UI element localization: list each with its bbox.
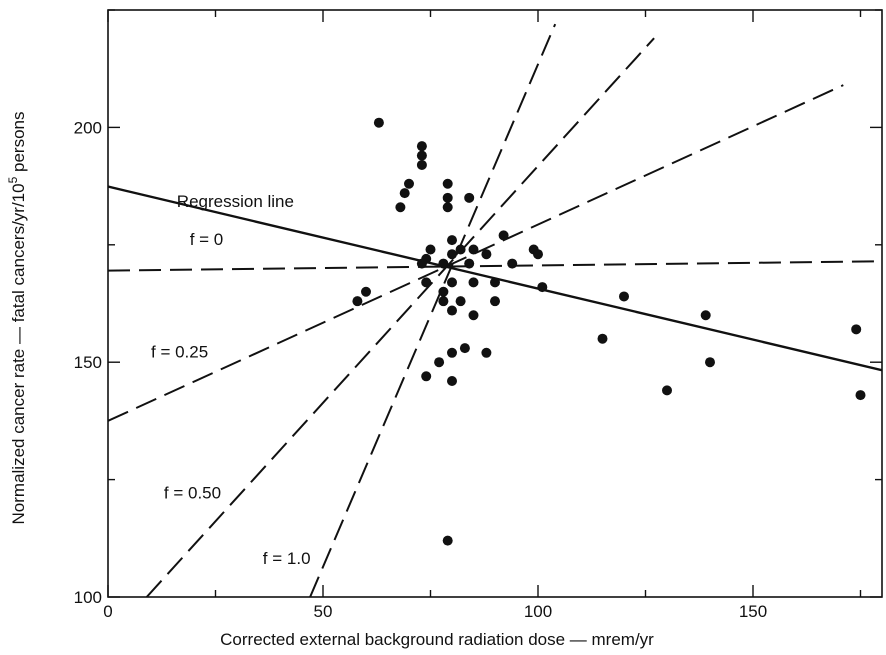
data-point	[442, 192, 453, 203]
data-point	[425, 244, 436, 255]
data-point	[438, 258, 449, 269]
x-tick-label: 100	[524, 602, 552, 621]
line-label: Regression line	[177, 192, 294, 211]
data-point	[464, 192, 475, 203]
line-annotations: Regression line f = 0 f = 0.25 f = 0.50 f = …	[151, 192, 311, 568]
x-axis-title: Corrected external background radiation …	[220, 630, 654, 649]
data-point	[421, 277, 432, 288]
y-axis-title-main: Normalized cancer rate — fatal cancers/y…	[9, 183, 28, 524]
data-point	[700, 310, 711, 321]
data-point	[455, 296, 466, 307]
data-point	[416, 150, 427, 161]
data-point	[481, 347, 492, 358]
data-point	[468, 277, 479, 288]
data-point	[490, 277, 500, 288]
x-tick-label: 0	[103, 602, 112, 621]
data-point	[421, 371, 432, 382]
data-point	[490, 296, 500, 307]
data-point	[416, 258, 427, 269]
data-point	[447, 375, 457, 386]
x-tick-label: 150	[739, 602, 767, 621]
data-point	[851, 324, 862, 335]
data-point	[404, 178, 414, 189]
data-point	[442, 535, 453, 546]
data-point	[468, 310, 479, 321]
data-point	[705, 357, 715, 368]
data-point	[447, 277, 457, 288]
plot-area-border	[107, 9, 883, 598]
data-point	[438, 286, 449, 297]
data-point	[416, 159, 427, 170]
y-axis-title-unit: persons	[9, 112, 28, 177]
plot-frame	[107, 9, 883, 598]
data-point	[537, 282, 548, 293]
y-tick-label: 200	[74, 118, 102, 137]
data-point	[373, 117, 384, 128]
data-point	[447, 347, 457, 358]
data-point	[662, 385, 672, 396]
data-point	[507, 258, 518, 269]
axis-ticks	[107, 9, 882, 598]
data-point	[481, 249, 492, 260]
line-label: f = 0.50	[164, 483, 221, 502]
data-point	[442, 178, 453, 189]
data-point	[447, 305, 457, 316]
data-point	[455, 244, 466, 255]
data-point	[438, 296, 449, 307]
data-point	[434, 357, 445, 368]
data-point	[395, 202, 406, 213]
data-point	[447, 235, 457, 246]
data-point	[464, 258, 475, 269]
y-axis-title-exponent: 5	[6, 176, 20, 183]
model-line	[145, 37, 655, 597]
y-tick-label: 100	[74, 588, 102, 607]
x-tick-label: 50	[314, 602, 333, 621]
line-label: f = 0	[190, 230, 224, 249]
data-points	[352, 117, 866, 546]
fit-lines	[108, 23, 882, 597]
data-point	[459, 343, 470, 354]
data-point	[597, 333, 608, 344]
line-label: f = 1.0	[263, 549, 311, 568]
data-point	[442, 202, 453, 213]
y-axis-title: Normalized cancer rate — fatal cancers/y…	[6, 112, 28, 525]
data-point	[533, 249, 543, 260]
line-label: f = 0.25	[151, 343, 208, 362]
data-point	[855, 390, 866, 401]
data-point	[468, 244, 479, 255]
y-tick-label: 150	[74, 353, 102, 372]
data-point	[619, 291, 629, 302]
data-point	[352, 296, 363, 307]
data-point	[399, 188, 410, 199]
model-line	[309, 23, 557, 597]
model-line	[108, 260, 882, 272]
tick-labels: 0 50 100 150 100 150 200	[74, 118, 768, 621]
data-point	[416, 141, 427, 152]
data-point	[498, 230, 509, 241]
data-point	[447, 249, 457, 260]
data-point	[361, 286, 371, 297]
